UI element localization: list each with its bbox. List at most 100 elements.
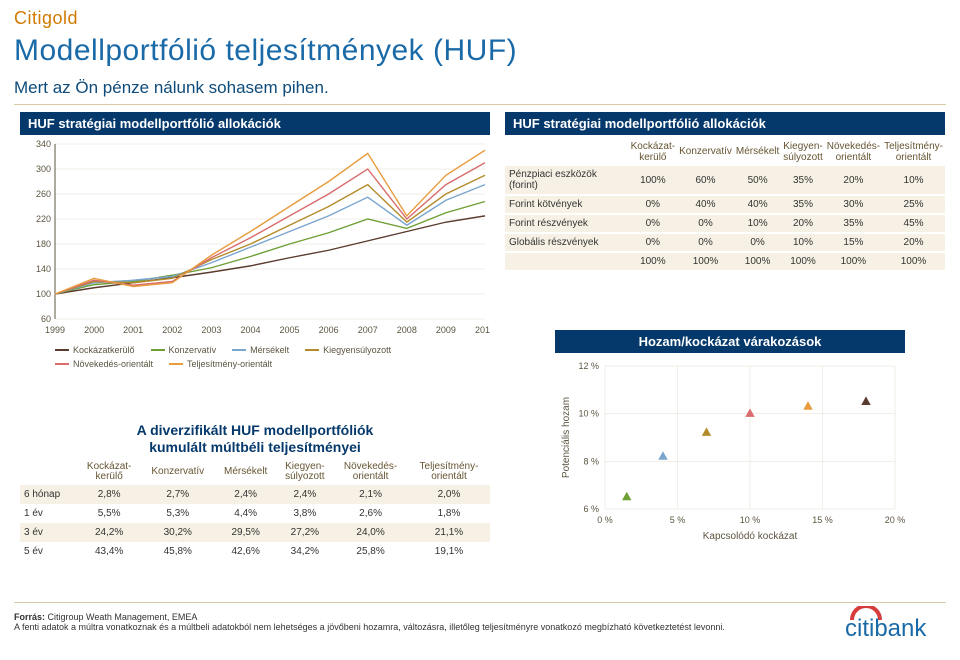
table-header: Teljesítmény-orientált (408, 460, 490, 485)
svg-text:8 %: 8 % (583, 456, 599, 466)
table-cell: Pénzpiaci eszközök (forint) (505, 166, 629, 194)
page-subtitle: Mert az Ön pénze nálunk sohasem pihen. (14, 78, 329, 98)
table-cell: 0% (629, 215, 677, 232)
svg-text:6 %: 6 % (583, 504, 599, 514)
table-cell: 3,8% (277, 504, 334, 523)
legend-item: Mérsékelt (232, 345, 289, 355)
performance-table: Kockázat-kerülőKonzervatívMérsékeltKiegy… (20, 460, 490, 561)
svg-text:2001: 2001 (123, 325, 143, 335)
table-header (20, 460, 78, 485)
table-cell: 3 év (20, 523, 78, 542)
svg-text:2007: 2007 (358, 325, 378, 335)
scatter-title: Hozam/kockázat várakozások (555, 330, 905, 353)
table-cell: 10% (734, 215, 781, 232)
table-cell: 40% (677, 196, 734, 213)
table-cell: 2,4% (277, 485, 334, 504)
svg-text:2000: 2000 (84, 325, 104, 335)
table-cell: 15% (825, 234, 882, 251)
line-chart-panel: HUF stratégiai modellportfólió allokáció… (20, 112, 490, 369)
svg-text:300: 300 (36, 164, 51, 174)
table-cell: 35% (781, 196, 824, 213)
divider (14, 104, 946, 105)
performance-title: A diverzifikált HUF modellportfóliók kum… (20, 422, 490, 456)
citibank-logo: citibank (840, 606, 940, 648)
svg-text:12 %: 12 % (578, 361, 599, 371)
table-cell: 60% (677, 166, 734, 194)
svg-text:2009: 2009 (436, 325, 456, 335)
allocation-panel: HUF stratégiai modellportfólió allokáció… (505, 112, 945, 270)
svg-text:60: 60 (41, 314, 51, 324)
table-row: Pénzpiaci eszközök (forint)100%60%50%35%… (505, 166, 945, 194)
table-cell (505, 253, 629, 270)
table-cell: 35% (825, 215, 882, 232)
table-header: Mérsékelt (734, 139, 781, 166)
table-cell: 100% (629, 253, 677, 270)
table-cell: 1 év (20, 504, 78, 523)
legend-item: Teljesítmény-orientált (169, 359, 272, 369)
table-row: 3 év24,2%30,2%29,5%27,2%24,0%21,1% (20, 523, 490, 542)
table-cell: 100% (677, 253, 734, 270)
svg-text:citibank: citibank (845, 615, 927, 642)
table-cell: 19,1% (408, 542, 490, 561)
table-cell: 5 év (20, 542, 78, 561)
svg-text:220: 220 (36, 214, 51, 224)
table-row: 6 hónap2,8%2,7%2,4%2,4%2,1%2,0% (20, 485, 490, 504)
table-cell: 100% (629, 166, 677, 194)
scatter-panel: Hozam/kockázat várakozások 6 % 8 % 10 % 12 … (555, 330, 905, 560)
footer-source-value: Citigroup Weath Management, EMEA (48, 612, 198, 622)
table-row: 5 év43,4%45,8%42,6%34,2%25,8%19,1% (20, 542, 490, 561)
line-chart: 6010014018022026030034019992000200120022… (20, 139, 490, 339)
table-header: Konzervatív (677, 139, 734, 166)
table-cell: 100% (781, 253, 824, 270)
table-cell: 6 hónap (20, 485, 78, 504)
table-cell: 30% (825, 196, 882, 213)
table-cell: 100% (825, 253, 882, 270)
line-chart-legend: KockázatkerülőKonzervatívMérsékeltKiegye… (55, 345, 490, 369)
svg-text:180: 180 (36, 239, 51, 249)
svg-text:20 %: 20 % (885, 515, 905, 525)
allocation-title: HUF stratégiai modellportfólió allokáció… (505, 112, 945, 135)
line-chart-title: HUF stratégiai modellportfólió allokáció… (20, 112, 490, 135)
table-cell: 2,8% (78, 485, 141, 504)
table-cell: 2,1% (333, 485, 408, 504)
svg-text:Kapcsolódó kockázat: Kapcsolódó kockázat (703, 531, 798, 541)
table-cell: 0% (629, 234, 677, 251)
svg-text:340: 340 (36, 139, 51, 149)
table-cell: 100% (882, 253, 945, 270)
table-cell: 0% (629, 196, 677, 213)
table-cell: 2,0% (408, 485, 490, 504)
table-cell: 0% (734, 234, 781, 251)
svg-text:2004: 2004 (240, 325, 260, 335)
table-header: Kiegyen-súlyozott (277, 460, 334, 485)
footer: Forrás: Citigroup Weath Management, EMEA… (14, 612, 810, 632)
svg-text:2006: 2006 (319, 325, 339, 335)
footer-source-label: Forrás: (14, 612, 45, 622)
svg-text:5 %: 5 % (670, 515, 686, 525)
scatter-chart: 6 %8 %10 %12 %0 %5 %10 %15 %20 %Potenciá… (555, 361, 905, 541)
allocation-table: Kockázat-kerülőKonzervatívMérsékeltKiegy… (505, 139, 945, 270)
table-header: Növekedés-orientált (333, 460, 408, 485)
table-header: Teljesítmény-orientált (882, 139, 945, 166)
svg-text:15 %: 15 % (812, 515, 833, 525)
svg-text:Potenciális hozam: Potenciális hozam (561, 397, 572, 478)
table-row: Forint részvények0%0%10%20%35%45% (505, 215, 945, 232)
table-cell: 2,4% (215, 485, 277, 504)
table-header (505, 139, 629, 166)
page-title: Modellportfólió teljesítmények (HUF) (14, 34, 517, 68)
table-cell: 35% (781, 166, 824, 194)
table-cell: 29,5% (215, 523, 277, 542)
performance-title-line2: kumulált múltbéli teljesítményei (149, 439, 361, 455)
table-cell: 40% (734, 196, 781, 213)
table-cell: 30,2% (141, 523, 215, 542)
table-cell: 2,6% (333, 504, 408, 523)
table-cell: 1,8% (408, 504, 490, 523)
table-cell: 50% (734, 166, 781, 194)
svg-text:10 %: 10 % (578, 409, 599, 419)
svg-text:2005: 2005 (280, 325, 300, 335)
svg-text:2002: 2002 (162, 325, 182, 335)
table-cell: 42,6% (215, 542, 277, 561)
table-row: Forint kötvények0%40%40%35%30%25% (505, 196, 945, 213)
table-cell: 25,8% (333, 542, 408, 561)
svg-text:260: 260 (36, 189, 51, 199)
table-row: Globális részvények0%0%0%10%15%20% (505, 234, 945, 251)
